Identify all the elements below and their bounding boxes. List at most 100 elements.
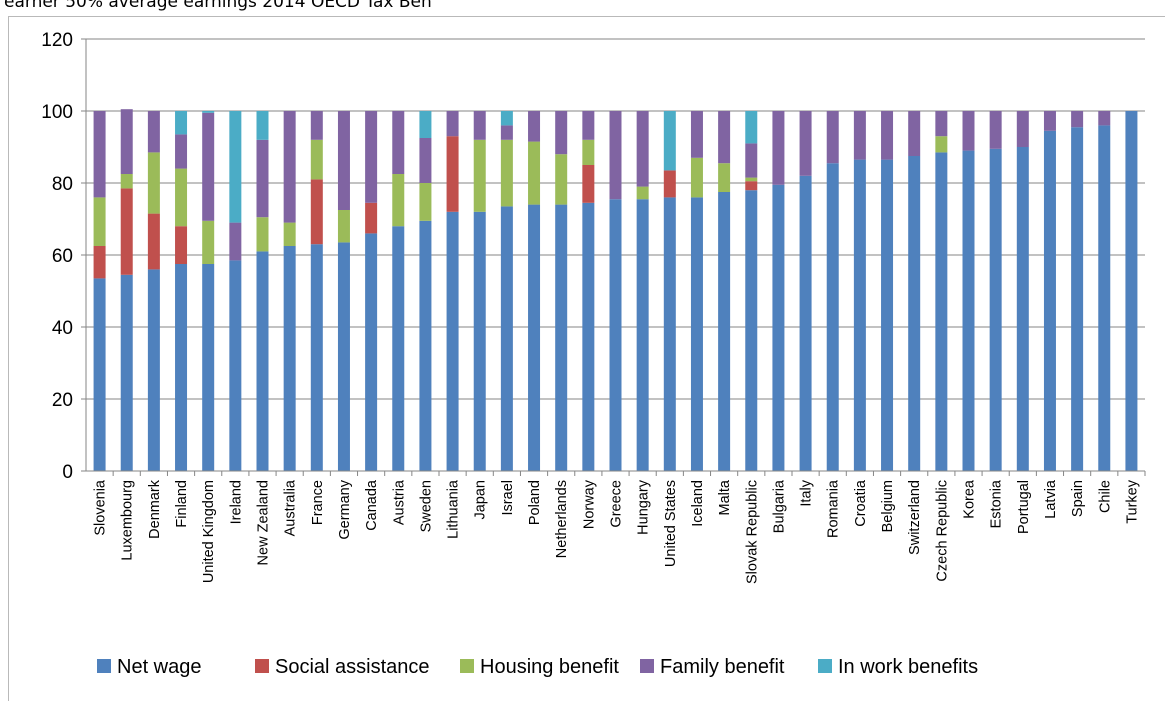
bar-housing-benefit bbox=[473, 139, 486, 212]
bar-family-benefit bbox=[446, 111, 459, 137]
chart-frame bbox=[8, 16, 1165, 701]
bar-family-benefit bbox=[582, 111, 595, 140]
bar-net-wage bbox=[1125, 111, 1138, 471]
bar-in-work-benefits bbox=[745, 111, 758, 144]
bar-family-benefit bbox=[881, 111, 894, 160]
bar-housing-benefit bbox=[392, 174, 405, 227]
bar-net-wage bbox=[799, 175, 812, 472]
x-category-label: France bbox=[310, 480, 326, 525]
bar-net-wage bbox=[690, 197, 703, 471]
bar-family-benefit bbox=[718, 111, 731, 164]
bar-family-benefit bbox=[853, 111, 866, 160]
bar-net-wage bbox=[392, 226, 405, 471]
x-category-label: Ireland bbox=[228, 480, 244, 524]
bar-in-work-benefits bbox=[175, 111, 188, 135]
x-category-label: Latvia bbox=[1043, 479, 1059, 519]
bar-net-wage bbox=[120, 274, 133, 471]
bar-housing-benefit bbox=[310, 139, 323, 180]
bar-net-wage bbox=[283, 246, 296, 471]
bar-housing-benefit bbox=[718, 163, 731, 192]
bar-housing-benefit bbox=[256, 217, 269, 252]
bar-family-benefit bbox=[935, 111, 948, 137]
bar-family-benefit bbox=[826, 111, 839, 164]
bar-net-wage bbox=[1016, 147, 1029, 471]
bar-housing-benefit bbox=[500, 139, 513, 207]
bar-in-work-benefits bbox=[256, 111, 269, 140]
x-category-label: Luxembourg bbox=[120, 480, 136, 561]
bar-net-wage bbox=[1071, 127, 1084, 471]
legend-label-family-benefit: Family benefit bbox=[660, 656, 785, 678]
bar-net-wage bbox=[256, 251, 269, 471]
x-category-label: Canada bbox=[364, 479, 380, 531]
x-category-label: Finland bbox=[174, 480, 190, 528]
bar-family-benefit bbox=[690, 111, 703, 158]
x-category-label: Sweden bbox=[418, 480, 434, 532]
bar-net-wage bbox=[202, 264, 215, 471]
x-category-label: Bulgaria bbox=[771, 479, 787, 533]
bar-social-assistance bbox=[120, 188, 133, 275]
bar-net-wage bbox=[1043, 130, 1056, 472]
bar-housing-benefit bbox=[175, 168, 188, 227]
bar-family-benefit bbox=[175, 134, 188, 169]
bar-net-wage bbox=[962, 150, 975, 471]
bar-housing-benefit bbox=[935, 136, 948, 153]
bar-net-wage bbox=[881, 159, 894, 471]
bar-housing-benefit bbox=[120, 174, 133, 189]
bar-family-benefit bbox=[419, 138, 432, 183]
bar-social-assistance bbox=[582, 165, 595, 203]
x-category-label: United States bbox=[663, 480, 679, 567]
bar-housing-benefit bbox=[555, 154, 568, 205]
bar-family-benefit bbox=[989, 111, 1002, 149]
bar-social-assistance bbox=[745, 181, 758, 191]
x-category-label: Portugal bbox=[1016, 480, 1032, 534]
bar-housing-benefit bbox=[93, 197, 106, 246]
x-category-label: Korea bbox=[962, 479, 978, 519]
x-category-label: United Kingdom bbox=[201, 480, 217, 583]
y-tick-label: 0 bbox=[62, 462, 73, 483]
bar-net-wage bbox=[446, 211, 459, 472]
bar-family-benefit bbox=[799, 111, 812, 176]
x-category-label: Slovak Republic bbox=[744, 480, 760, 584]
bar-family-benefit bbox=[1071, 111, 1084, 128]
bar-net-wage bbox=[772, 184, 785, 472]
bar-net-wage bbox=[310, 244, 323, 471]
bar-social-assistance bbox=[446, 136, 459, 212]
bar-family-benefit bbox=[636, 111, 649, 187]
bar-family-benefit bbox=[962, 111, 975, 151]
bar-net-wage bbox=[229, 260, 242, 471]
bar-net-wage bbox=[636, 199, 649, 471]
x-category-label: Slovenia bbox=[93, 479, 109, 536]
bar-family-benefit bbox=[1016, 111, 1029, 147]
bar-social-assistance bbox=[310, 179, 323, 245]
bar-family-benefit bbox=[473, 111, 486, 140]
bar-net-wage bbox=[853, 159, 866, 471]
bar-net-wage bbox=[826, 163, 839, 471]
bar-housing-benefit bbox=[419, 183, 432, 221]
bar-net-wage bbox=[609, 199, 622, 471]
x-category-label: Denmark bbox=[147, 479, 163, 539]
bar-in-work-benefits bbox=[500, 111, 513, 126]
bar-family-benefit bbox=[555, 111, 568, 155]
x-category-label: Belgium bbox=[880, 480, 896, 532]
bar-net-wage bbox=[365, 233, 378, 471]
legend-label-net-wage: Net wage bbox=[117, 656, 202, 678]
bar-family-benefit bbox=[147, 111, 160, 153]
x-category-label: Germany bbox=[337, 479, 353, 539]
x-category-label: New Zealand bbox=[256, 480, 272, 565]
bar-net-wage bbox=[582, 202, 595, 472]
bar-family-benefit bbox=[93, 111, 106, 198]
bar-in-work-benefits bbox=[229, 111, 242, 223]
bar-family-benefit bbox=[772, 111, 785, 185]
bar-family-benefit bbox=[609, 111, 622, 200]
bar-family-benefit bbox=[908, 111, 921, 156]
bar-housing-benefit bbox=[202, 220, 215, 264]
x-category-label: Romania bbox=[826, 479, 842, 538]
x-category-label: Greece bbox=[609, 480, 625, 528]
bar-family-benefit bbox=[229, 222, 242, 261]
y-tick-label: 60 bbox=[52, 246, 73, 267]
x-category-label: Switzerland bbox=[907, 480, 923, 555]
x-category-label: Japan bbox=[473, 480, 489, 520]
bar-in-work-benefits bbox=[419, 111, 432, 138]
y-tick-label: 40 bbox=[52, 318, 73, 339]
